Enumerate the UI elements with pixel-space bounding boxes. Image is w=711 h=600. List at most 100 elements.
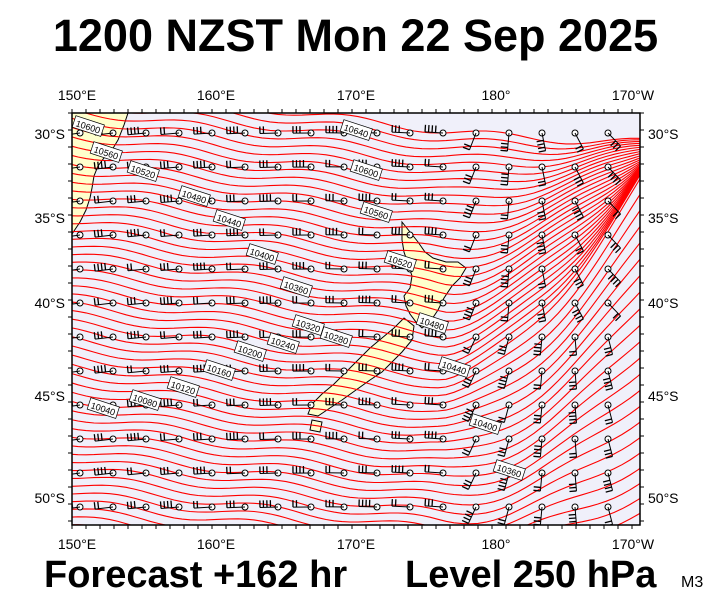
lat-tick-label: 45°S [34, 388, 65, 404]
contour-line [72, 421, 640, 506]
wind-barb [93, 364, 117, 375]
wind-barb [602, 367, 613, 391]
wind-barb [604, 129, 621, 152]
wind-barb [292, 500, 315, 511]
wind-barb [192, 296, 216, 307]
wind-barb [391, 397, 414, 409]
wind-barb [72, 469, 84, 477]
wind-barb [358, 465, 381, 477]
wind-barb [533, 401, 546, 424]
lon-tick-label: 180° [482, 536, 511, 552]
wind-barb [462, 231, 480, 253]
contour-line [72, 169, 640, 313]
wind-barb [259, 364, 282, 375]
wind-barb [292, 160, 315, 171]
wind-barb [292, 364, 315, 375]
wind-barb [571, 265, 584, 289]
wind-barb [568, 503, 579, 525]
wind-barb [537, 163, 547, 187]
contour-line [72, 209, 640, 397]
contour-line [72, 167, 640, 278]
map-axes: 150°E 150°E 160°E 160°E 170°E 170°E 180° 180° 17… [34, 87, 678, 552]
wind-barb [602, 469, 613, 493]
wind-barb [424, 430, 447, 443]
lat-tick-label: 50°S [34, 490, 65, 506]
wind-barb [603, 333, 613, 357]
lon-tick-label: 170°E [337, 536, 375, 552]
wind-barb [126, 432, 150, 443]
wind-barb [192, 466, 216, 477]
wind-barb [126, 467, 150, 477]
wind-barb [159, 229, 183, 239]
contour-line [72, 324, 640, 452]
wind-barb [159, 160, 183, 171]
wind-barb [292, 228, 315, 239]
wind-barb [358, 363, 381, 375]
wind-barb [424, 124, 447, 137]
wind-barb [424, 226, 447, 239]
wind-barb [462, 265, 480, 287]
contour-labels: 1060010560105201048010440104001036010320… [72, 115, 526, 481]
wind-barb [358, 227, 381, 239]
wind-barb [259, 228, 282, 239]
wind-barb [126, 263, 150, 273]
wind-barb [604, 299, 621, 322]
lat-tick-label: 35°S [34, 210, 65, 226]
wind-barb [292, 432, 315, 443]
wind-barb [604, 231, 621, 254]
north-island [401, 220, 467, 329]
lat-tick-label: 50°S [648, 490, 679, 506]
wind-barb [325, 397, 348, 409]
lon-tick-label: 180° [482, 87, 511, 103]
contour-line [72, 241, 640, 413]
wind-barb [192, 330, 216, 341]
wind-barb [424, 498, 447, 511]
contour-line [72, 169, 640, 322]
wind-barb [93, 466, 117, 477]
wind-barb [462, 299, 480, 321]
wind-barb [424, 260, 447, 273]
wind-barb [126, 297, 150, 307]
wind-barb [325, 261, 348, 273]
wind-barb [424, 328, 447, 341]
wind-barb [93, 160, 117, 171]
wind-barb [358, 329, 381, 341]
contour-line [72, 258, 640, 420]
wind-barb [533, 333, 546, 356]
contour-line [72, 173, 640, 373]
contour-line [72, 172, 640, 365]
wind-barb [259, 262, 282, 273]
wind-barb [571, 231, 584, 255]
wind-barb [358, 431, 381, 443]
contour-line [72, 340, 640, 460]
wind-barb [391, 227, 414, 239]
wind-barb [159, 331, 183, 341]
contour-line [72, 497, 640, 525]
lon-tick-label: 170°E [337, 87, 375, 103]
contour-line [72, 159, 640, 224]
contour-line [72, 145, 640, 190]
wind-barb [391, 125, 414, 137]
wind-barb [461, 435, 480, 456]
wind-barb [259, 500, 282, 511]
wind-barb [159, 398, 183, 409]
wind-barb [424, 396, 447, 409]
wind-barb [358, 261, 381, 273]
wind-barb [192, 500, 216, 511]
wind-barb [226, 398, 249, 409]
wind-barb [462, 163, 480, 185]
wind-barb [604, 163, 621, 186]
lat-tick-label: 35°S [648, 210, 679, 226]
wind-barbs [72, 124, 621, 525]
wind-barb [461, 469, 480, 490]
wind-barb [226, 228, 249, 239]
lon-tick-label: 150°E [58, 536, 96, 552]
height-contours [72, 113, 640, 525]
wind-barb [461, 401, 480, 422]
contour-line [72, 482, 640, 525]
wind-barb [259, 398, 282, 409]
wind-barb [358, 295, 381, 307]
wind-barb [424, 158, 447, 171]
wind-barb [358, 397, 381, 409]
wind-barb [93, 229, 117, 239]
